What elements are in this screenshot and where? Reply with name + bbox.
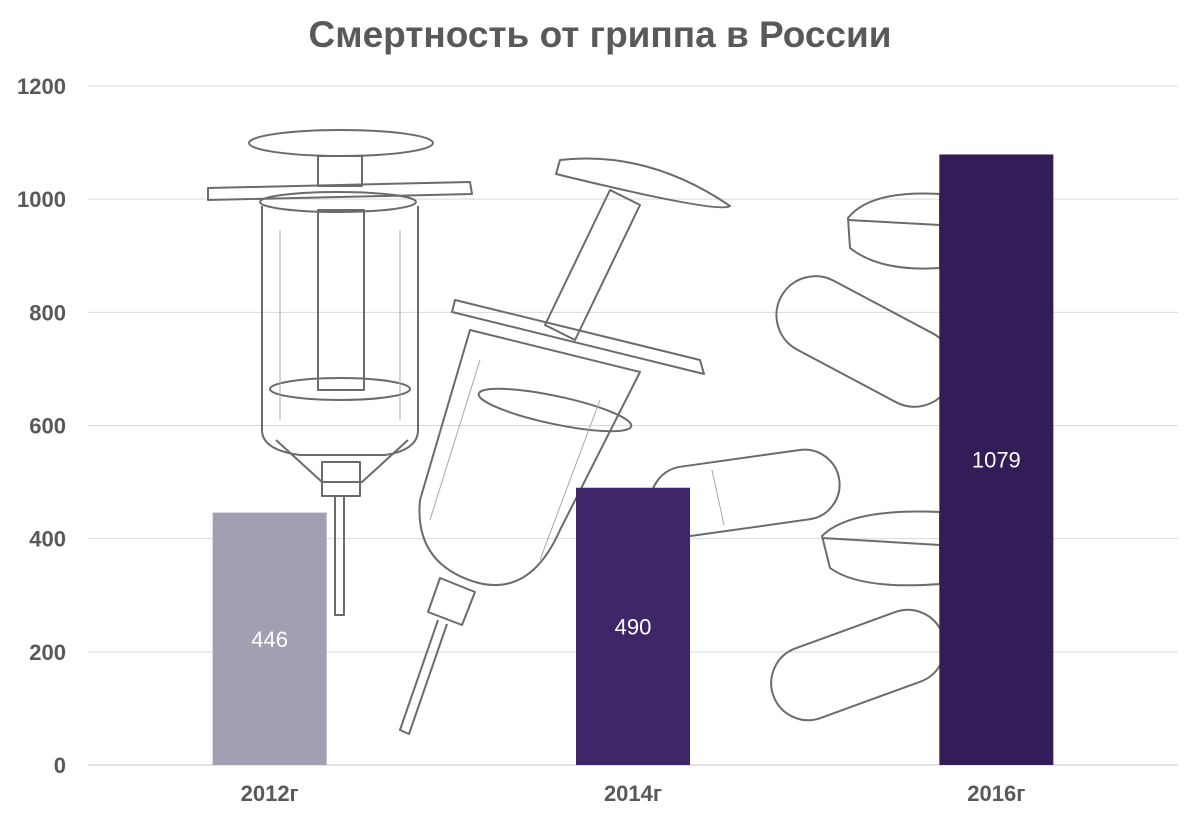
data-labels: 446 490 1079 [251,448,1021,652]
bar [576,487,690,765]
x-tick-label: 2012г [241,781,299,806]
bars [212,154,1054,766]
syringe-icon [207,129,473,616]
syringe-icon [399,157,731,735]
bar [212,512,327,765]
y-tick-label: 600 [29,414,66,439]
y-tick-label: 200 [29,640,66,665]
x-tick-label: 2016г [967,781,1025,806]
data-label: 446 [251,627,288,652]
y-tick-label: 0 [54,753,66,778]
y-tick-label: 1000 [17,187,66,212]
capsule-icon [649,275,955,722]
y-tick-label: 800 [29,300,66,325]
bar [939,154,1054,766]
y-axis: 0 200 400 600 800 1000 1200 [17,74,66,778]
data-label: 490 [615,614,652,639]
pill-icon [821,192,941,587]
y-tick-label: 1200 [17,74,66,99]
y-tick-label: 400 [29,527,66,552]
x-axis: 2012г 2014г 2016г [241,781,1026,806]
chart-title: Смертность от гриппа в России [308,14,892,55]
data-label: 1079 [972,448,1021,473]
x-tick-label: 2014г [604,781,662,806]
